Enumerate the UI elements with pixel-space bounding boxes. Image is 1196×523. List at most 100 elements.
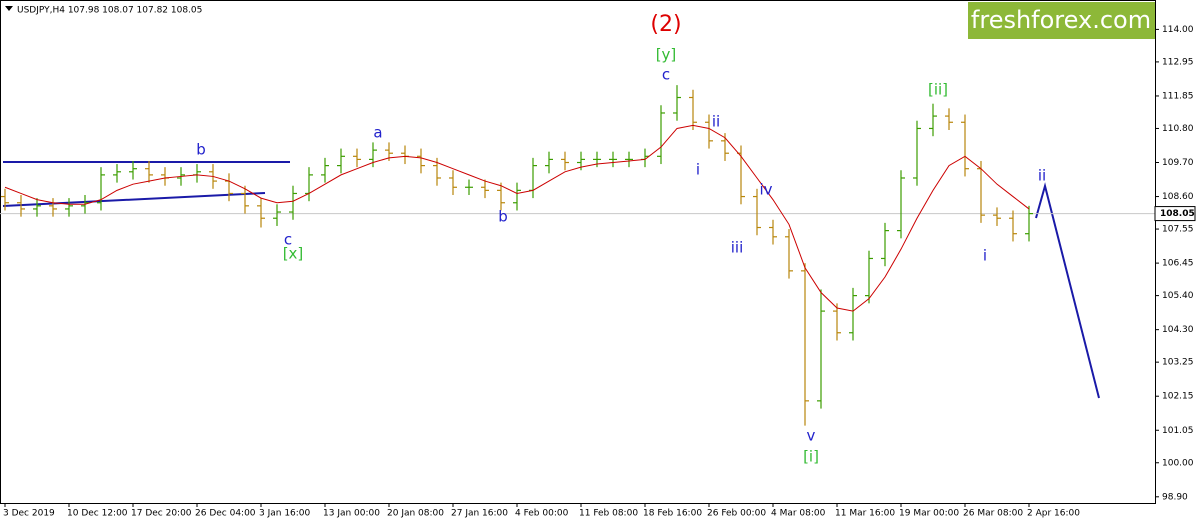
ohlc-bar: [1025, 205, 1033, 242]
ohlc-bar: [881, 222, 889, 267]
ohlc-bar: [705, 114, 713, 149]
x-tick-label: 11 Feb 08:00: [579, 509, 638, 519]
x-tick-label: 20 Jan 08:00: [387, 509, 444, 519]
title-arrow: [5, 6, 13, 11]
x-tick-label: 3 Jan 16:00: [259, 509, 311, 519]
y-tick-label: 104.30: [1162, 325, 1194, 335]
ohlc-bar: [737, 145, 745, 205]
y-tick-label: 114.00: [1162, 25, 1194, 35]
last-price-box: [1154, 206, 1196, 222]
x-tick-label: 18 Feb 16:00: [643, 509, 702, 519]
wave-label: i: [983, 247, 987, 265]
y-tick-label: 101.05: [1162, 426, 1194, 436]
ohlc-bar: [353, 148, 361, 168]
wave-label: v: [807, 427, 816, 445]
ohlc-bar: [945, 108, 953, 131]
wave-label: c: [662, 66, 670, 84]
ohlc-bar: [625, 151, 633, 168]
ohlc-bar: [33, 198, 41, 217]
ohlc-bar: [593, 151, 601, 168]
ohlc-bar: [673, 85, 681, 121]
ohlc-bar: [97, 167, 105, 211]
y-tick-label: 107.55: [1162, 225, 1194, 235]
ohlc-bar: [321, 157, 329, 183]
wave-label: b: [196, 141, 206, 159]
logo-box: [968, 2, 1155, 39]
ohlc-bar: [657, 105, 665, 165]
wave-label: (2): [650, 12, 681, 37]
moving-average: [4, 124, 1030, 312]
wave-label: a: [373, 124, 382, 142]
forecast-line: [1035, 182, 1100, 399]
ohlc-bar: [481, 179, 489, 199]
x-tick-label: 11 Mar 16:00: [835, 509, 895, 519]
x-tick-label: 26 Dec 04:00: [195, 509, 256, 519]
ohlc-bar: [113, 164, 121, 183]
ohlc-bar: [545, 151, 553, 174]
ohlc-bar: [273, 204, 281, 226]
ohlc-bar: [17, 195, 25, 217]
x-tick-label: 2 Apr 16:00: [1027, 509, 1080, 519]
x-tick-label: 3 Dec 2019: [3, 509, 55, 519]
ohlc-bar: [257, 198, 265, 228]
ohlc-bar: [1, 188, 9, 211]
y-tick-label: 109.70: [1162, 158, 1194, 168]
ohlc-bar: [1009, 210, 1017, 242]
ohlc-bar: [897, 170, 905, 239]
wave-label: c: [284, 231, 292, 249]
ohlc-bar: [817, 289, 825, 409]
ohlc-bar: [417, 148, 425, 174]
ohlc-bar: [849, 287, 857, 341]
ohlc-bar: [961, 114, 969, 177]
plot-frame: [0, 0, 1156, 504]
ohlc-bar: [241, 185, 249, 214]
y-tick-label: 100.00: [1162, 458, 1194, 468]
wave-label: [ii]: [928, 81, 948, 99]
wave-label: i: [696, 161, 700, 179]
wave-label: ii: [1038, 167, 1046, 185]
x-tick-label: 27 Jan 16:00: [451, 509, 508, 519]
wave-label: [x]: [283, 245, 304, 263]
y-tick-label: 111.85: [1162, 91, 1194, 101]
y-tick-label: 106.45: [1162, 259, 1194, 269]
x-tick-label: 17 Dec 20:00: [131, 509, 192, 519]
ohlc-bar: [561, 151, 569, 171]
x-tick-label: 4 Feb 00:00: [515, 509, 569, 519]
ohlc-bar: [337, 148, 345, 174]
x-tick-label: 26 Mar 08:00: [963, 509, 1023, 519]
ohlc-bar: [689, 89, 697, 131]
ohlc-bar: [465, 179, 473, 196]
x-tick-label: 10 Dec 12:00: [67, 509, 128, 519]
ohlc-bar: [289, 185, 297, 220]
y-tick-label: 112.95: [1162, 57, 1194, 67]
chart-title: USDJPY,H4 107.98 108.07 107.82 108.05: [17, 6, 202, 16]
y-tick-label: 98.90: [1162, 492, 1188, 502]
ohlc-bar: [913, 120, 921, 186]
logo: freshforex.com: [971, 6, 1151, 34]
trend-line: [2, 192, 266, 207]
ohlc-bar: [65, 198, 73, 217]
y-tick-label: 103.25: [1162, 358, 1194, 368]
wave-label: iii: [731, 239, 744, 257]
ohlc-bar: [609, 151, 617, 168]
ohlc-bar: [833, 303, 841, 341]
trend-lines: [2, 161, 1100, 399]
ohlc-bar: [865, 250, 873, 304]
ohlc-bar: [769, 219, 777, 245]
y-tick-label: 102.15: [1162, 392, 1194, 402]
ohlc-bar: [49, 198, 57, 217]
ohlc-bar: [513, 182, 521, 211]
ohlc-bar: [753, 188, 761, 236]
x-tick-label: 26 Feb 00:00: [707, 509, 766, 519]
ohlc-bar: [145, 160, 153, 183]
ohlc-bar: [497, 182, 505, 211]
ohlc-bar: [449, 170, 457, 196]
wave-label: ii: [712, 113, 720, 131]
y-tick-label: 110.80: [1162, 124, 1194, 134]
last-price-label: 108.05: [1160, 209, 1195, 219]
wave-label: [y]: [656, 46, 677, 64]
wave-label: iv: [759, 181, 772, 199]
ohlc-bar: [129, 160, 137, 180]
x-tick-label: 4 Mar 08:00: [771, 509, 826, 519]
